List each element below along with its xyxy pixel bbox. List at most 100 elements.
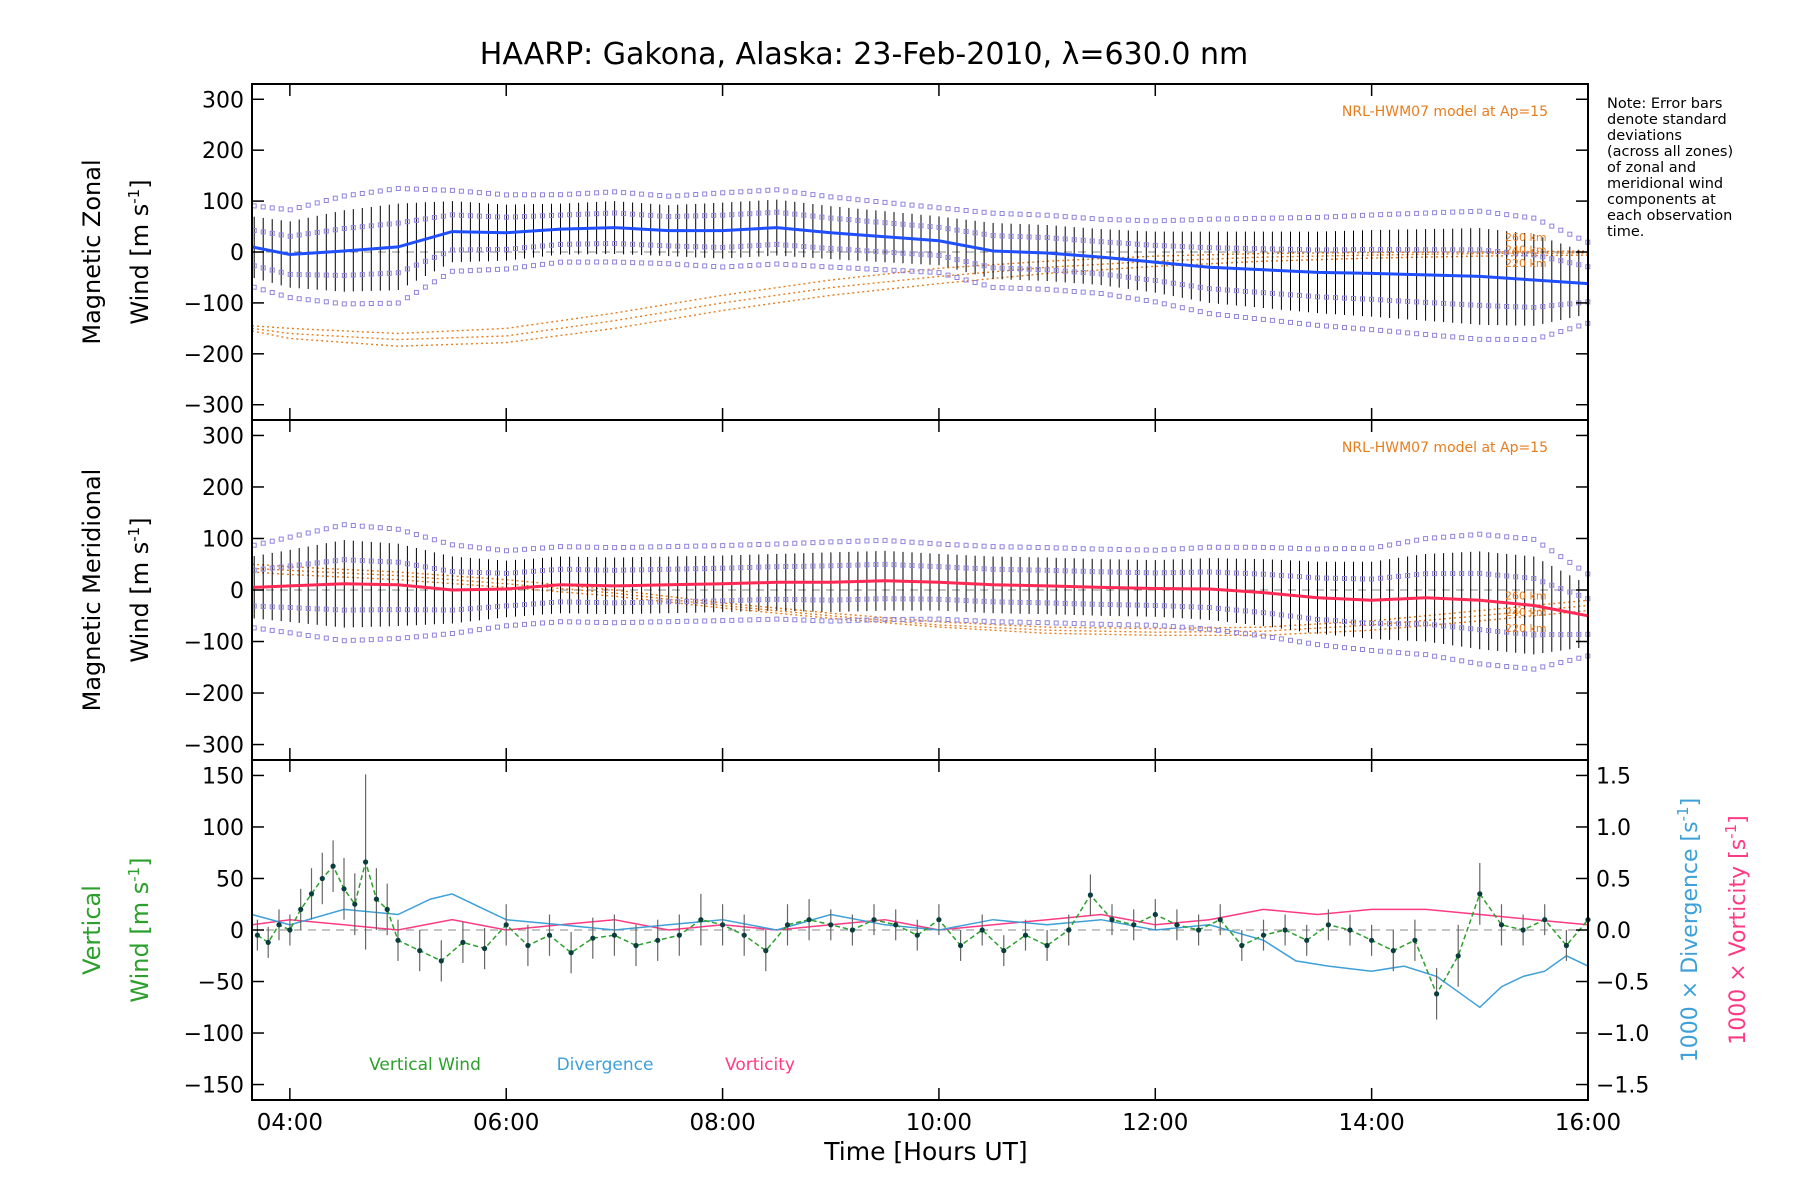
zone-point: [621, 190, 627, 196]
zone-point: [350, 225, 356, 231]
zone-point: [720, 543, 726, 549]
zone-point: [1224, 570, 1230, 576]
zone-point: [1107, 217, 1113, 223]
vertical-wind-point: [503, 922, 509, 928]
zone-point: [495, 266, 500, 272]
zone-point: [756, 210, 762, 216]
zone-point: [431, 215, 437, 220]
zone-point: [648, 260, 654, 266]
zone-point: [540, 620, 545, 626]
vertical-wind-point: [1477, 891, 1483, 897]
zone-point: [314, 272, 320, 278]
zone-point: [1215, 627, 1221, 633]
zone-point: [1224, 629, 1230, 634]
zone-point: [1567, 632, 1573, 637]
zone-point: [350, 607, 356, 613]
zone-point: [765, 210, 771, 216]
zone-point: [1242, 631, 1248, 637]
zone-point: [476, 190, 482, 196]
vertical-wind-point: [676, 932, 682, 938]
zone-point: [486, 214, 491, 219]
zone-point: [1315, 322, 1320, 328]
zone-point: [458, 543, 464, 549]
zone-point: [900, 201, 906, 207]
zone-point: [612, 241, 618, 246]
zone-point: [1170, 280, 1176, 286]
zone-point: [1414, 331, 1420, 337]
zone-point: [1062, 600, 1068, 606]
zone-point: [1053, 568, 1059, 574]
zone-point: [1062, 568, 1068, 574]
zone-point: [1026, 544, 1032, 550]
zone-point: [1179, 217, 1185, 223]
zone-point: [1342, 247, 1347, 253]
zone-point: [341, 638, 347, 644]
note-line: time.: [1607, 224, 1645, 240]
zone-point: [549, 619, 554, 625]
zone-point: [332, 272, 338, 278]
zone-point: [882, 617, 888, 623]
zone-point: [449, 212, 455, 218]
y-axis-label-line2: Wind [m s-1]: [125, 517, 154, 662]
zone-point: [1134, 622, 1140, 628]
zone-point: [1504, 629, 1510, 635]
vertical-wind-point: [1001, 948, 1007, 954]
zone-point: [314, 200, 320, 206]
zone-point: [467, 628, 473, 634]
vertical-wind-point: [254, 932, 260, 938]
zone-point: [260, 265, 266, 271]
zone-point: [801, 190, 807, 196]
zone-point: [702, 598, 708, 604]
zone-point: [1125, 547, 1131, 553]
zone-point: [287, 605, 293, 610]
zone-point: [774, 616, 780, 622]
zone-point: [1143, 547, 1149, 553]
zone-point: [1459, 625, 1465, 631]
zone-point: [1486, 571, 1492, 577]
zone-point: [1288, 292, 1293, 298]
zone-point: [1197, 569, 1203, 575]
zone-point: [549, 242, 554, 248]
x-tick-label: 08:00: [689, 1110, 755, 1136]
zone-point: [467, 544, 473, 550]
zone-point: [350, 272, 356, 278]
zone-point: [467, 247, 473, 253]
zone-point: [981, 282, 987, 288]
zone-point: [1152, 218, 1158, 224]
zone-point: [828, 264, 834, 270]
zone-point: [1179, 244, 1185, 249]
zone-point: [945, 597, 951, 603]
zone-point: [1522, 251, 1528, 257]
zone-point: [1161, 243, 1167, 249]
zone-point: [431, 566, 437, 571]
zone-point: [693, 598, 699, 604]
zone-point: [864, 538, 870, 544]
zone-point: [558, 259, 563, 265]
zone-point: [377, 636, 383, 642]
zone-point: [1035, 286, 1041, 292]
vertical-wind-point: [1022, 932, 1029, 938]
zone-point: [1161, 279, 1167, 285]
zone-point: [1035, 620, 1041, 625]
zone-point: [1188, 569, 1194, 575]
zone-point: [1351, 576, 1356, 582]
zone-point: [927, 252, 933, 258]
zone-point: [1152, 622, 1158, 628]
zone-point: [1576, 565, 1582, 571]
zone-point: [1242, 570, 1248, 576]
zone-point: [449, 542, 455, 548]
zone-point: [458, 569, 464, 575]
zone-point: [648, 192, 654, 198]
zone-point: [720, 212, 726, 218]
zone-point: [1549, 662, 1555, 668]
zone-point: [314, 229, 320, 235]
vertical-wind-point: [319, 875, 325, 882]
zone-point: [395, 635, 401, 641]
zone-point: [1278, 612, 1284, 618]
zone-point: [1513, 337, 1519, 342]
zone-point: [1224, 287, 1230, 293]
y-axis-label-line1: Vertical: [78, 885, 106, 975]
zone-point: [882, 249, 888, 255]
zone-point: [585, 190, 591, 196]
zone-point: [855, 596, 861, 602]
